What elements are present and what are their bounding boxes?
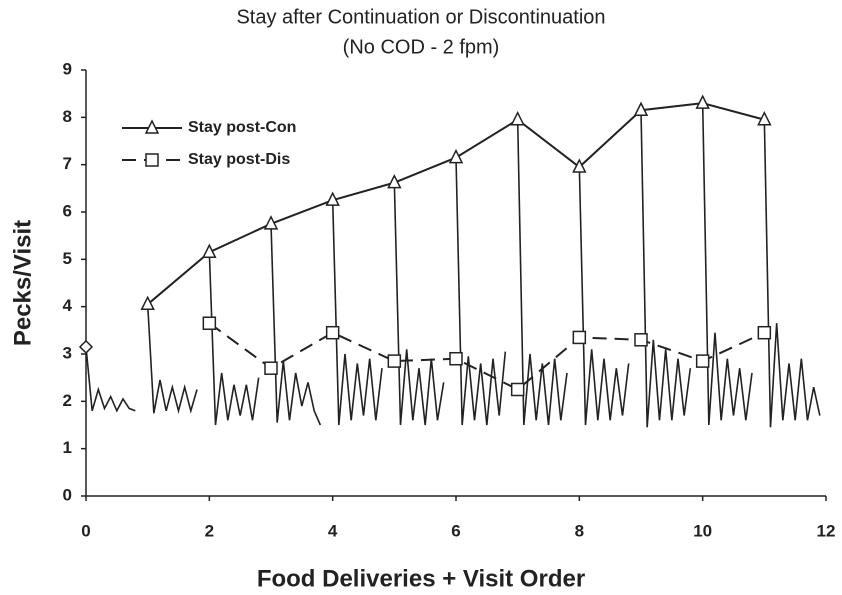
y-tick-label: 1 <box>63 438 72 457</box>
y-tick-label: 2 <box>63 391 72 410</box>
y-tick-label: 7 <box>63 154 72 173</box>
x-tick-label: 12 <box>817 521 836 540</box>
marker-square <box>264 361 278 375</box>
marker-triangle <box>140 295 155 311</box>
series-line <box>701 103 753 426</box>
marker-diamond <box>78 339 94 354</box>
y-tick-label: 6 <box>63 201 72 220</box>
marker-square <box>202 316 217 330</box>
x-axis-label: Food Deliveries + Visit Order <box>257 565 585 592</box>
marker-square <box>572 330 587 345</box>
marker-triangle <box>263 215 279 230</box>
marker-triangle <box>448 148 464 164</box>
marker-triangle <box>633 101 649 116</box>
series-line <box>640 110 692 428</box>
y-tick-label: 5 <box>63 249 72 268</box>
marker-square <box>695 354 710 368</box>
marker-square <box>325 325 340 340</box>
marker-triangle <box>695 94 710 109</box>
marker-triangle <box>202 243 217 258</box>
marker-triangle <box>757 111 772 126</box>
chart-subtitle: (No COD - 2 fpm) <box>343 36 500 58</box>
legend-label: Stay post-Dis <box>188 151 290 168</box>
y-tick-label: 9 <box>63 59 72 78</box>
marker-square <box>634 333 648 347</box>
x-tick-label: 4 <box>328 521 338 540</box>
series-line <box>455 157 507 426</box>
series-line <box>146 304 198 414</box>
series-line <box>393 182 445 426</box>
y-tick-label: 8 <box>63 107 72 126</box>
marker-triangle <box>572 158 587 173</box>
x-tick-label: 8 <box>575 521 584 540</box>
marker-square <box>510 382 525 397</box>
series-line <box>85 346 136 413</box>
y-tick-label: 0 <box>63 485 72 504</box>
marker-triangle <box>510 111 525 126</box>
x-tick-label: 6 <box>451 521 460 540</box>
marker-triangle <box>387 173 402 189</box>
series-line <box>331 200 383 426</box>
marker-square <box>387 354 402 368</box>
x-tick-label: 0 <box>81 521 90 540</box>
y-tick-label: 4 <box>63 296 73 315</box>
y-axis-label: Pecks/Visit <box>9 220 36 346</box>
marker-triangle <box>144 119 160 134</box>
series-line <box>578 167 630 426</box>
x-tick-label: 2 <box>205 521 214 540</box>
marker-square <box>757 325 772 340</box>
series-line <box>208 252 260 426</box>
marker-square <box>449 351 463 366</box>
x-tick-label: 10 <box>693 521 712 540</box>
series-line <box>270 223 322 426</box>
legend-label: Stay post-Con <box>188 119 296 136</box>
y-tick-label: 3 <box>63 343 72 362</box>
marker-square <box>145 153 159 167</box>
series-line <box>763 119 821 428</box>
chart-title: Stay after Continuation or Discontinuati… <box>236 6 605 28</box>
marker-triangle <box>325 191 340 206</box>
series-line <box>208 322 765 391</box>
series-line <box>516 119 568 426</box>
